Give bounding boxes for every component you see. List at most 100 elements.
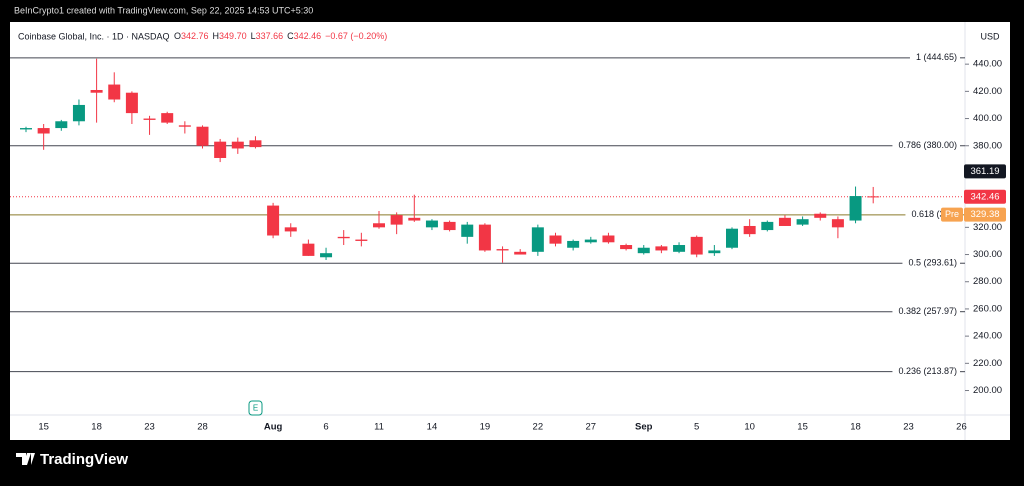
candle-body bbox=[425, 220, 438, 228]
x-tick-label: 10 bbox=[744, 422, 755, 433]
x-tick-label: Aug bbox=[264, 422, 283, 433]
x-tick-label: 6 bbox=[323, 422, 328, 433]
x-tick-label: 23 bbox=[903, 422, 914, 433]
candle-body bbox=[90, 89, 103, 93]
price-marker-label: 361.19 bbox=[970, 166, 999, 177]
pre-tag-label: Pre bbox=[945, 209, 959, 219]
candle-body bbox=[373, 223, 385, 228]
candle-body bbox=[355, 239, 368, 241]
candle-body bbox=[849, 196, 862, 221]
candle-body bbox=[178, 125, 191, 127]
price-marker bbox=[964, 207, 1006, 222]
candle-body bbox=[673, 245, 686, 252]
ohlc-value: 349.70 bbox=[219, 31, 247, 41]
candle-body bbox=[390, 215, 403, 225]
candle-body bbox=[143, 118, 156, 120]
banner: BeInCrypto1 created with TradingView.com… bbox=[14, 5, 313, 15]
candle-body bbox=[302, 243, 315, 256]
ohlc-key: L bbox=[251, 31, 256, 41]
earnings-icon[interactable] bbox=[248, 400, 263, 416]
x-tick-label: 15 bbox=[797, 422, 808, 433]
candle-body bbox=[284, 227, 297, 232]
candle-body bbox=[408, 217, 421, 221]
price-marker bbox=[964, 189, 1006, 204]
candle-body bbox=[37, 128, 50, 134]
x-tick-label: 18 bbox=[850, 422, 861, 433]
candle-body bbox=[337, 236, 350, 239]
y-tick-label: 240.00 bbox=[973, 331, 1002, 342]
x-tick-label: 28 bbox=[197, 422, 208, 433]
ohlc-value: 342.46 bbox=[294, 31, 322, 41]
candle-body bbox=[831, 219, 844, 228]
fib-label: 1 (444.65) bbox=[916, 52, 957, 62]
ohlc-value: 337.66 bbox=[256, 31, 284, 41]
candle-body bbox=[249, 140, 262, 148]
x-tick-label: 18 bbox=[91, 422, 102, 433]
y-tick-label: 440.00 bbox=[973, 59, 1002, 70]
chart-panel bbox=[10, 22, 1010, 440]
x-tick-label: 5 bbox=[694, 422, 699, 433]
candle-body bbox=[231, 141, 244, 149]
x-tick-label: Sep bbox=[635, 422, 653, 433]
candle-body bbox=[655, 246, 668, 251]
logo-icon bbox=[16, 453, 35, 465]
tradingview-logo: TradingView bbox=[16, 451, 128, 468]
price-marker bbox=[964, 164, 1006, 179]
x-tick-label: 15 bbox=[38, 422, 49, 433]
x-tick-label: 23 bbox=[144, 422, 155, 433]
earnings-label: E bbox=[253, 404, 258, 413]
x-tick-label: 27 bbox=[586, 422, 597, 433]
candle-body bbox=[196, 126, 209, 146]
candle-body bbox=[161, 113, 174, 123]
price-marker-label: 329.38 bbox=[970, 209, 999, 220]
fib-label: 0.5 (293.61) bbox=[908, 258, 957, 268]
brand: TradingView bbox=[40, 451, 128, 468]
ohlc-key: H bbox=[213, 31, 220, 41]
candle-body bbox=[531, 227, 544, 252]
candle-body bbox=[214, 141, 227, 158]
fib-label: 0.618 (329. bbox=[911, 209, 957, 219]
candle-body bbox=[796, 219, 809, 225]
price-marker-label: 342.46 bbox=[970, 191, 999, 202]
y-tick-label: 400.00 bbox=[973, 113, 1002, 124]
candle-body bbox=[620, 245, 633, 250]
candle-body bbox=[443, 221, 456, 231]
candle-body bbox=[461, 224, 474, 237]
candle-body bbox=[125, 92, 138, 114]
candle-body bbox=[690, 236, 703, 255]
y-tick-label: 320.00 bbox=[973, 222, 1002, 233]
ohlc-key: C bbox=[287, 31, 294, 41]
candle-body bbox=[320, 253, 333, 258]
y-tick-label: 380.00 bbox=[973, 140, 1002, 151]
candle-body bbox=[637, 247, 650, 254]
currency: USD bbox=[980, 31, 1000, 41]
candle-body bbox=[496, 249, 509, 251]
fib-label: 0.236 (213.87) bbox=[898, 366, 957, 376]
candle-body bbox=[20, 128, 32, 130]
candle-body bbox=[549, 235, 562, 244]
y-tick-label: 420.00 bbox=[973, 86, 1002, 97]
chart-title: Coinbase Global, Inc. · 1D · NASDAQ bbox=[18, 31, 170, 41]
candle-body bbox=[602, 235, 615, 243]
candle-body bbox=[778, 217, 791, 226]
candle-body bbox=[478, 224, 491, 251]
ohlc-key: O bbox=[174, 31, 181, 41]
ohlc-legend: O342.76 H349.70 L337.66 C342.46 −0.67 (−0.20… bbox=[174, 31, 387, 41]
ohlc-value: −0.67 (−0.20%) bbox=[325, 31, 387, 41]
pre-tag bbox=[941, 207, 963, 222]
candle-body bbox=[726, 228, 738, 248]
y-tick-label: 260.00 bbox=[973, 303, 1002, 314]
candle-body bbox=[567, 240, 580, 248]
candle-body bbox=[743, 225, 756, 235]
fib-label: 0.382 (257.97) bbox=[898, 306, 957, 316]
ohlc-value: 342.76 bbox=[181, 31, 209, 41]
x-tick-label: 14 bbox=[427, 422, 438, 433]
y-tick-label: 280.00 bbox=[973, 276, 1002, 287]
candle-body bbox=[814, 213, 827, 218]
candle-body bbox=[55, 121, 68, 129]
x-tick-label: 26 bbox=[956, 422, 967, 433]
candle-body bbox=[584, 239, 597, 243]
x-tick-label: 22 bbox=[533, 422, 544, 433]
